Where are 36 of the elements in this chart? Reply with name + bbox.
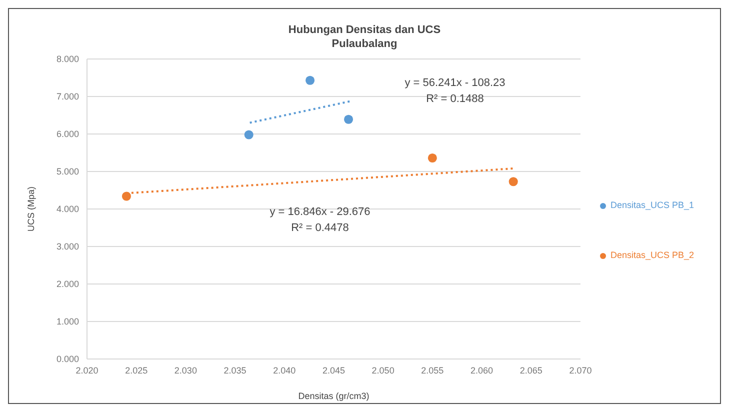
x-tick-label: 2.030 <box>174 365 197 376</box>
x-tick-label: 2.070 <box>569 365 592 376</box>
y-tick-label: 5.000 <box>56 166 79 177</box>
x-tick-label: 2.035 <box>224 365 246 376</box>
x-tick-label: 2.040 <box>273 365 296 376</box>
annotation: R² = 0.1488 <box>425 93 485 105</box>
x-tick-label: 2.025 <box>125 365 148 376</box>
y-tick-label: 6.000 <box>56 129 79 140</box>
y-tick-label: 3.000 <box>56 242 79 252</box>
y-tick-label: 7.000 <box>56 92 79 102</box>
x-tick-label: 2.020 <box>76 365 98 376</box>
y-axis-title: UCS (Mpa) <box>26 186 36 232</box>
point <box>508 177 518 186</box>
y-tick-label: 0.000 <box>56 354 79 364</box>
x-tick-label: 2.050 <box>372 365 394 376</box>
point <box>244 130 254 140</box>
point <box>122 192 131 201</box>
chart-subtitle: Pulaubalang <box>330 37 398 51</box>
y-tick-label: 8.000 <box>56 54 79 64</box>
point <box>428 153 437 163</box>
point <box>344 114 354 124</box>
point <box>306 76 315 85</box>
x-tick-label: 2.045 <box>322 365 345 376</box>
annotation: R² = 0.4478 <box>290 222 350 234</box>
x-tick-label: 2.065 <box>520 365 542 376</box>
y-tick-label: 2.000 <box>56 279 79 290</box>
chart-title: Hubungan Densitas dan UCS <box>287 23 442 37</box>
x-tick-label: 2.055 <box>421 365 444 376</box>
x-axis-title: Densitas (gr/cm3) <box>298 391 370 401</box>
annotation: y = 16.846x - 29.676 <box>268 206 372 218</box>
legend-label: Densitas_UCS PB_2 <box>610 250 694 260</box>
legend-label: Densitas_UCS PB_1 <box>610 200 694 210</box>
y-tick-label: 1.000 <box>56 316 79 327</box>
y-tick-label: 4.000 <box>56 204 79 214</box>
annotation: y = 56.241x - 108.23 <box>404 77 506 89</box>
x-tick-label: 2.060 <box>470 365 494 376</box>
